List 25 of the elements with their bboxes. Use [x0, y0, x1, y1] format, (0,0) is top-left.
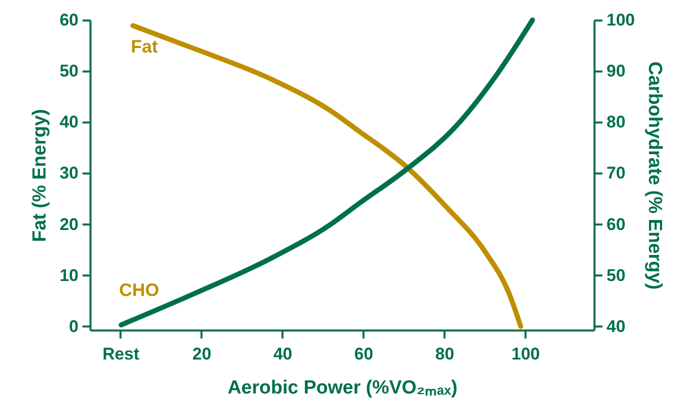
x-tick-label: 100: [511, 344, 540, 364]
y-tick-label: 40: [60, 112, 78, 132]
y2-tick-label: 80: [606, 112, 626, 132]
y2-tick-label: 90: [606, 62, 626, 81]
y-tick-label: 10: [60, 266, 78, 285]
y-tick-label: 50: [60, 62, 78, 81]
x-tick-label: 80: [435, 344, 454, 364]
y2-tick-label: 40: [606, 316, 626, 336]
x-tick-label: 60: [354, 344, 374, 364]
x-axis-title: Aerobic Power (%VO₂ₘₐₓ): [228, 378, 458, 398]
y-tick-label: 60: [60, 10, 78, 30]
x-tick-label: Rest: [102, 344, 140, 364]
y2-tick-label: 70: [606, 164, 626, 183]
y2-axis-title: Carbohydrate (% Energy): [644, 61, 665, 290]
series-label: CHO: [119, 280, 160, 300]
y2-tick-label: 60: [606, 214, 626, 234]
y2-tick-label: 50: [606, 266, 626, 285]
y-tick-label: 0: [69, 316, 78, 336]
y-axis-title: Fat (% Energy): [30, 108, 51, 242]
y-tick-label: 20: [60, 214, 78, 234]
y2-tick-label: 100: [606, 10, 635, 30]
series-label: Fat: [130, 36, 158, 57]
x-tick-label: 20: [192, 344, 212, 364]
y-tick-label: 30: [60, 164, 78, 183]
x-tick-label: 40: [273, 344, 292, 364]
